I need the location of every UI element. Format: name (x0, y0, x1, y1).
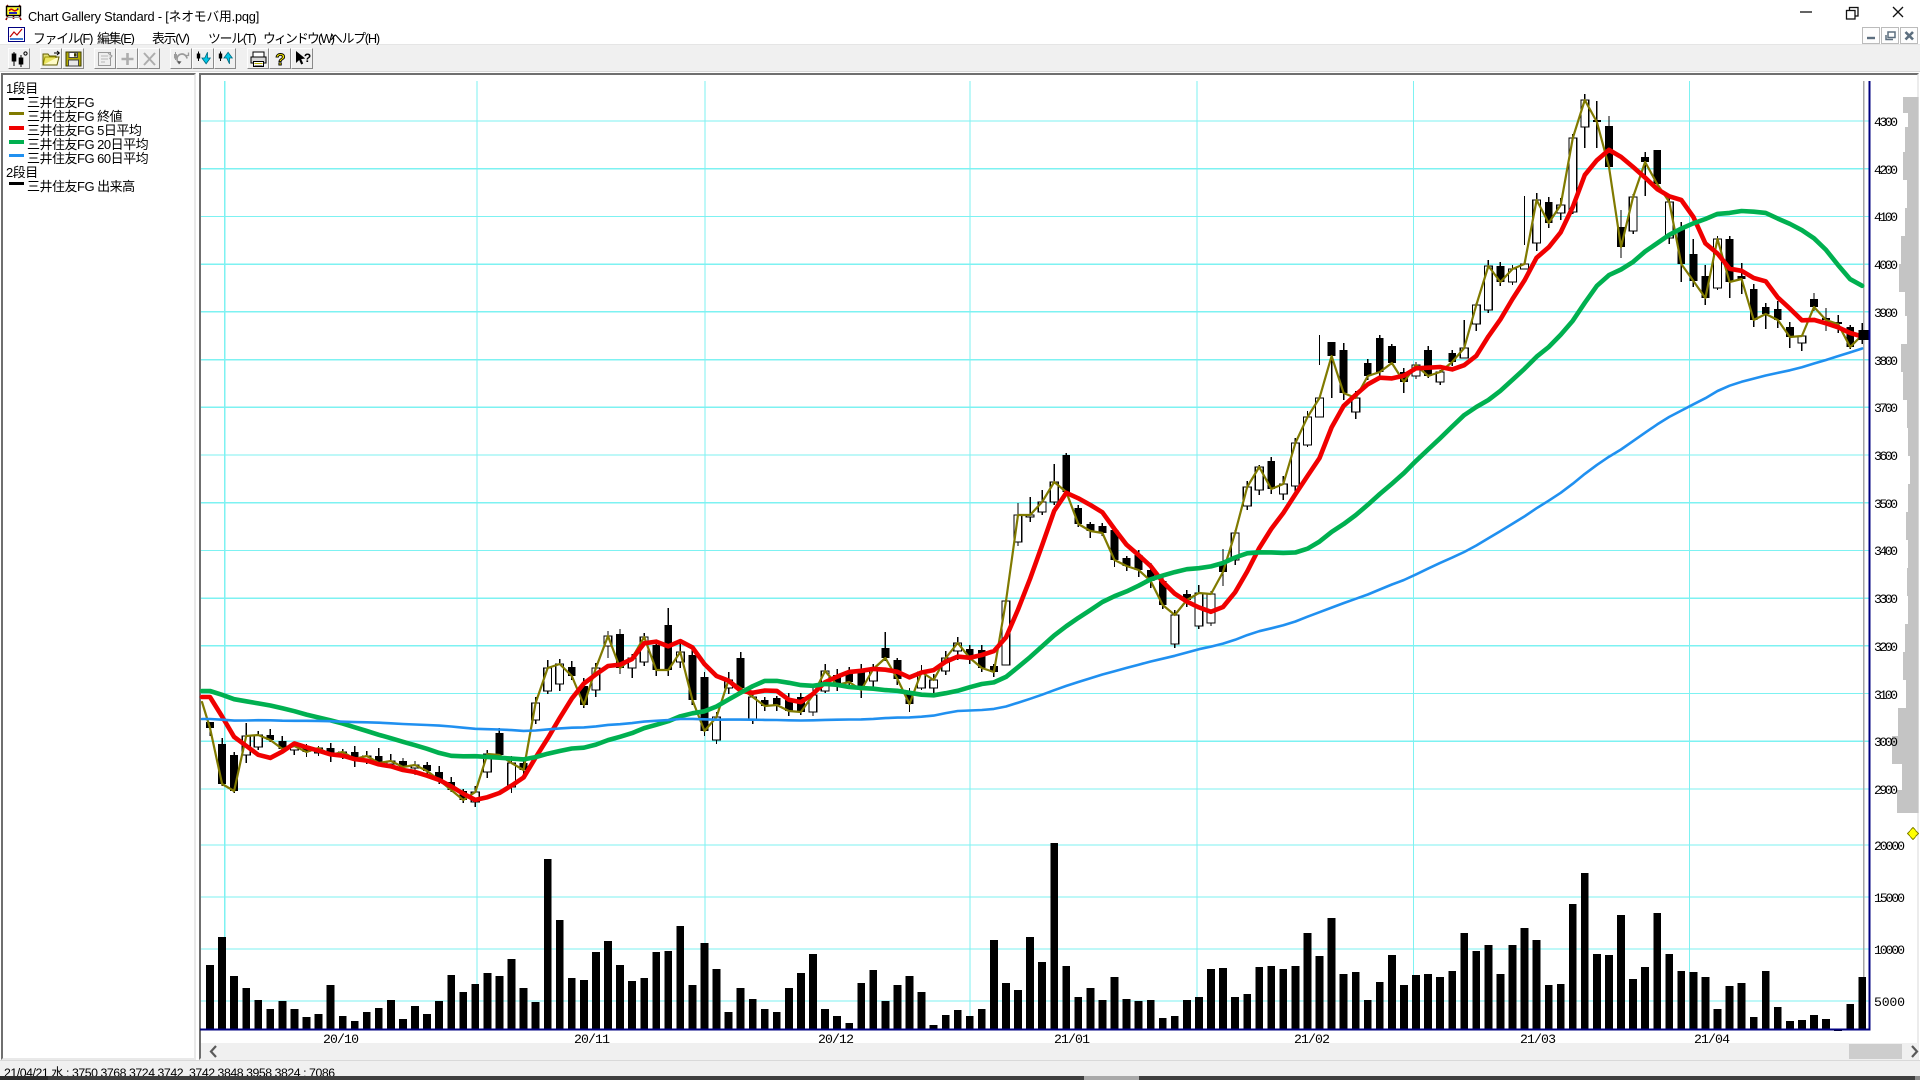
svg-text:20000: 20000 (1874, 839, 1905, 854)
svg-text:15000: 15000 (1874, 891, 1905, 906)
svg-text:?: ? (303, 51, 310, 65)
svg-text:10000: 10000 (1874, 943, 1905, 958)
svg-text:4000: 4000 (1874, 258, 1898, 273)
svg-text:4200: 4200 (1874, 163, 1898, 178)
svg-text:3600: 3600 (1874, 449, 1898, 464)
svg-text:3300: 3300 (1874, 592, 1898, 607)
svg-text:?: ? (275, 50, 285, 69)
svg-text:3700: 3700 (1874, 401, 1898, 416)
svg-text:3400: 3400 (1874, 544, 1898, 559)
svg-text:3100: 3100 (1874, 688, 1898, 703)
svg-text:3500: 3500 (1874, 497, 1898, 512)
svg-text:3000: 3000 (1874, 735, 1898, 750)
svg-text:2900: 2900 (1874, 783, 1898, 798)
svg-text:4100: 4100 (1874, 210, 1898, 225)
svg-text:3800: 3800 (1874, 354, 1898, 369)
svg-text:3200: 3200 (1874, 640, 1898, 655)
svg-text:3900: 3900 (1874, 306, 1898, 321)
svg-text:5000: 5000 (1874, 995, 1905, 1010)
svg-text:4300: 4300 (1874, 115, 1898, 130)
